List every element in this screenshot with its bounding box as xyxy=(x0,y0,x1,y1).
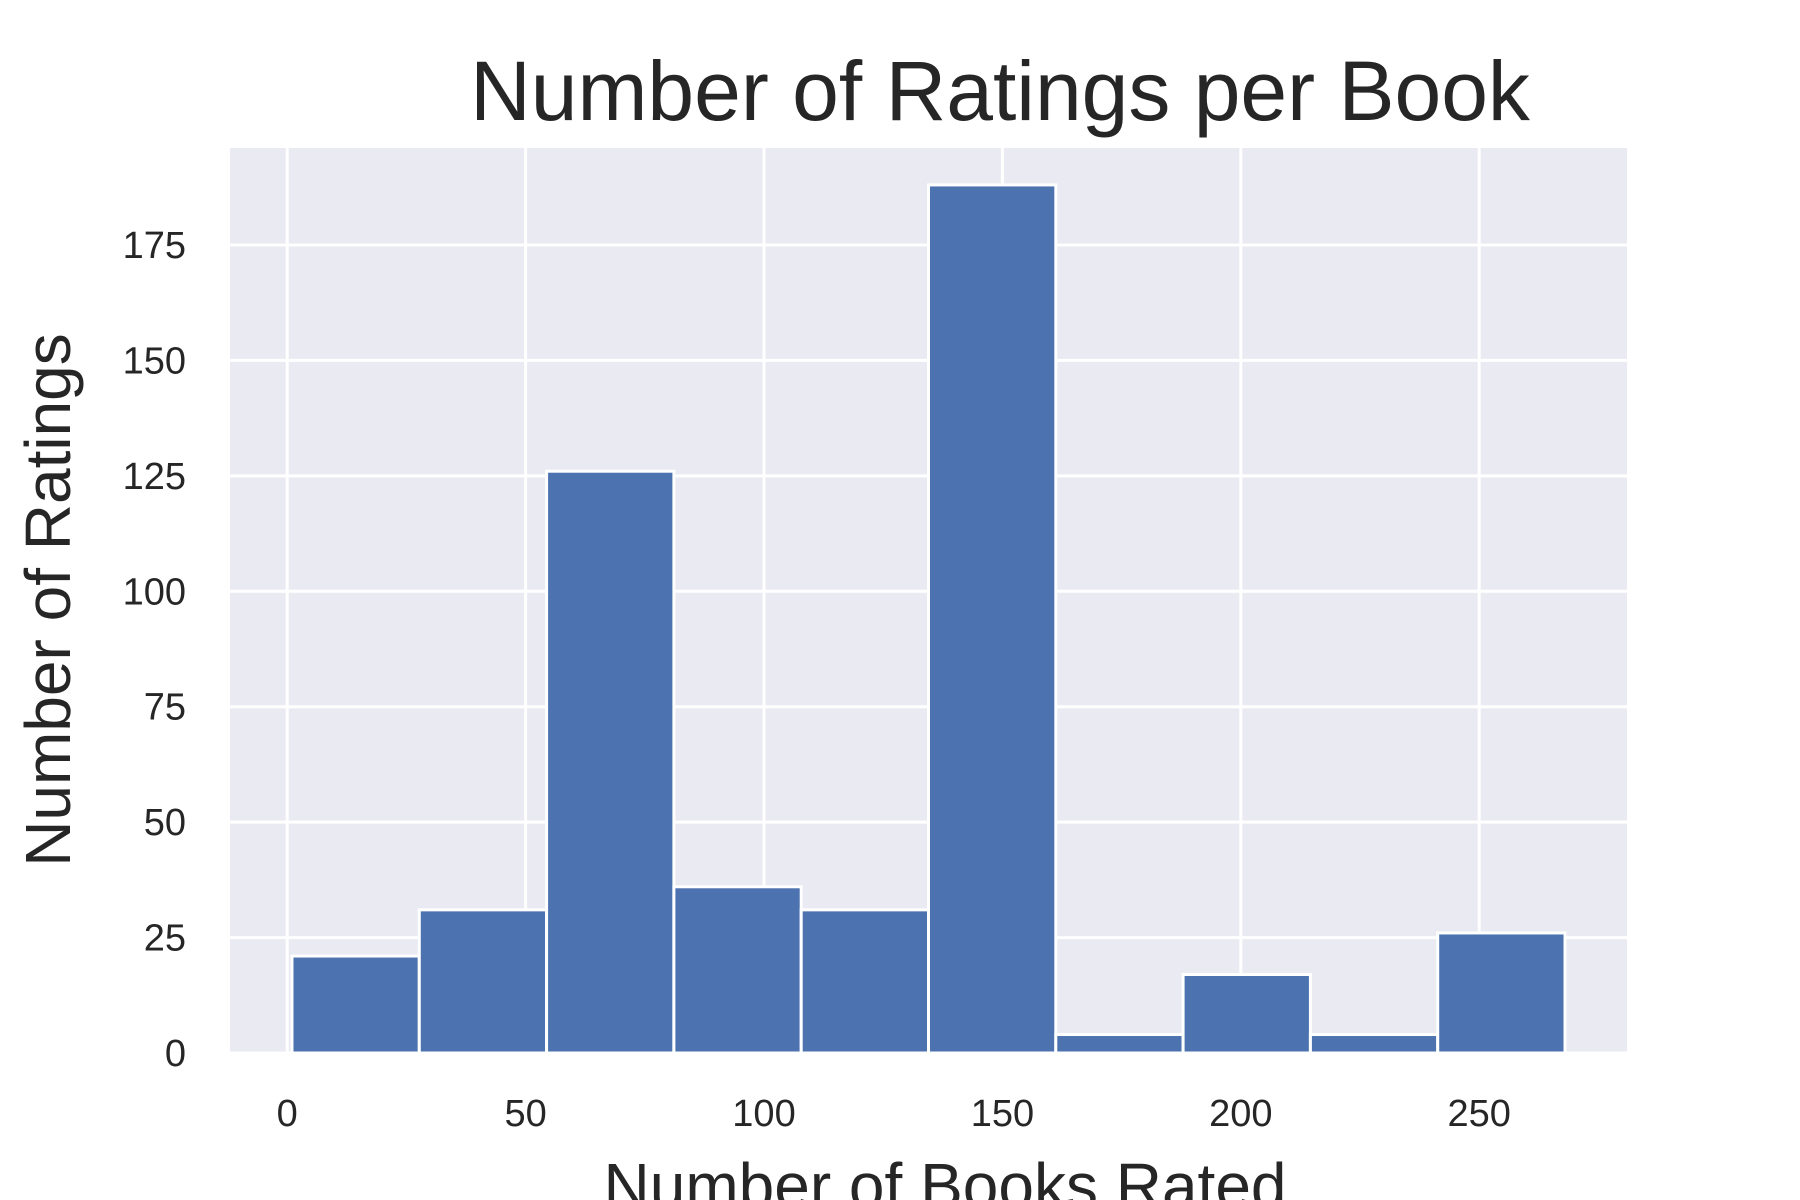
histogram-bar-4 xyxy=(672,885,803,1055)
x-tick-labels: 0 50 100 150 200 250 xyxy=(277,1093,1511,1135)
x-tick-label: 250 xyxy=(1447,1093,1510,1135)
y-tick-label: 25 xyxy=(144,918,186,960)
y-tick-label: 100 xyxy=(123,571,186,613)
histogram-bar-8 xyxy=(1181,973,1312,1055)
y-axis-label: Number of Ratings xyxy=(12,333,84,867)
histogram-bar-9 xyxy=(1308,1033,1440,1055)
histogram-bar-3 xyxy=(545,469,676,1055)
histogram-bar-10 xyxy=(1436,931,1567,1055)
histogram-bar-5 xyxy=(799,908,931,1055)
x-tick-label: 200 xyxy=(1209,1093,1272,1135)
x-tick-label: 50 xyxy=(504,1093,546,1135)
x-axis-label: Number of Books Rated xyxy=(604,1150,1287,1200)
histogram-bar-6 xyxy=(927,183,1058,1055)
bars xyxy=(290,183,1567,1055)
y-tick-labels: 0 25 50 75 100 125 150 175 xyxy=(123,225,186,1075)
histogram-bar-1 xyxy=(290,954,421,1055)
chart-title: Number of Ratings per Book xyxy=(470,44,1531,138)
y-tick-label: 75 xyxy=(144,687,186,729)
x-tick-label: 0 xyxy=(277,1093,298,1135)
y-tick-label: 50 xyxy=(144,802,186,844)
histogram-bar-2 xyxy=(417,908,549,1055)
x-tick-label: 150 xyxy=(971,1093,1034,1135)
y-tick-label: 150 xyxy=(123,340,186,382)
y-tick-label: 0 xyxy=(165,1033,186,1075)
y-tick-label: 125 xyxy=(123,456,186,498)
x-tick-label: 100 xyxy=(732,1093,795,1135)
histogram-bar-7 xyxy=(1054,1033,1185,1055)
y-tick-label: 175 xyxy=(123,225,186,267)
